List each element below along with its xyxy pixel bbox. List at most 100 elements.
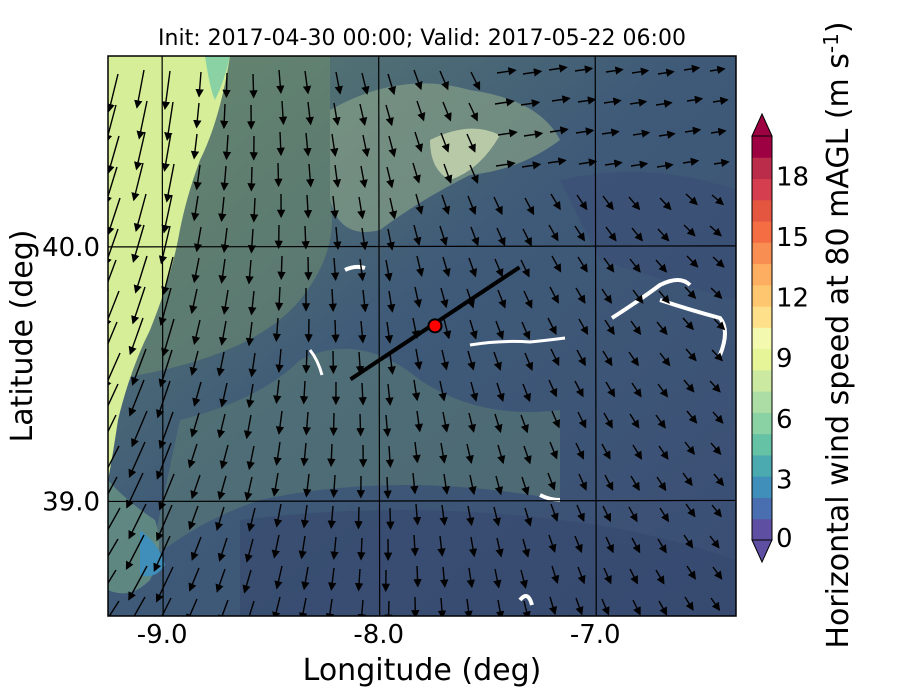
wind-vector bbox=[575, 442, 585, 460]
reservoir-west bbox=[308, 349, 324, 376]
lon-gridline bbox=[161, 56, 164, 616]
wind-vector bbox=[657, 383, 669, 398]
lat-lon-grid bbox=[108, 56, 736, 616]
reservoir-north bbox=[344, 264, 366, 272]
x-tick-label: -7.0 bbox=[570, 620, 621, 650]
wind-vector bbox=[247, 166, 256, 192]
colorbar-bin bbox=[752, 454, 772, 477]
wind-vector bbox=[578, 158, 598, 167]
wind-vector bbox=[303, 132, 312, 157]
wind-vector bbox=[108, 290, 120, 328]
wind-vector bbox=[656, 476, 667, 492]
wind-vector bbox=[521, 161, 542, 170]
wind-vector bbox=[602, 350, 613, 367]
wind-vector bbox=[222, 134, 232, 161]
wind-vector bbox=[411, 379, 421, 402]
colorbar-ticks: 0 3 6 9 12 15 18 bbox=[776, 162, 809, 554]
wind-vector bbox=[218, 258, 227, 284]
wind-vector bbox=[551, 410, 561, 429]
wind-vector bbox=[468, 102, 478, 122]
mountain-peak bbox=[430, 128, 500, 180]
wind-vector bbox=[330, 195, 339, 219]
wind-vector bbox=[384, 259, 393, 282]
wind-vector bbox=[686, 95, 704, 104]
wind-vector bbox=[629, 568, 638, 585]
colorbar-tick-label: 18 bbox=[776, 162, 809, 192]
wind-vector bbox=[161, 318, 175, 357]
wind-vector bbox=[549, 126, 569, 135]
colorbar-label-main: Horizontal wind speed at 80 mAGL (m s bbox=[821, 53, 856, 649]
wind-vector bbox=[658, 445, 669, 460]
wind-vector bbox=[246, 445, 255, 471]
wind-vector bbox=[548, 379, 558, 398]
wind-vector bbox=[385, 104, 394, 127]
wind-vector bbox=[602, 195, 614, 211]
wind-vector bbox=[278, 100, 288, 126]
wind-vector bbox=[521, 476, 530, 496]
southern-plain bbox=[240, 510, 736, 616]
wind-vector bbox=[128, 379, 145, 417]
wind-vector bbox=[682, 317, 694, 331]
y-axis-label: Latitude (deg) bbox=[5, 230, 40, 443]
wind-vector bbox=[246, 383, 255, 409]
colorbar-bin bbox=[752, 221, 772, 243]
wind-vector bbox=[631, 227, 644, 242]
colorbar-tick-label: 15 bbox=[776, 223, 809, 253]
wind-vector bbox=[133, 193, 147, 233]
wind-vector bbox=[361, 72, 370, 95]
wind-vector bbox=[385, 383, 394, 406]
wind-vector bbox=[656, 321, 668, 336]
wind-vector bbox=[686, 410, 698, 424]
wind-vector bbox=[466, 133, 476, 153]
wind-vector bbox=[357, 258, 366, 282]
wind-vector bbox=[128, 317, 144, 356]
wind-vector bbox=[387, 290, 396, 313]
wind-vector bbox=[164, 101, 174, 141]
wind-vector bbox=[601, 288, 612, 304]
wind-vector bbox=[195, 71, 204, 98]
wind-vector bbox=[136, 100, 148, 140]
wind-vector bbox=[631, 537, 641, 554]
wind-vector bbox=[631, 382, 642, 398]
wind-vector bbox=[125, 534, 145, 571]
colorbar-tick-label: 12 bbox=[776, 284, 809, 314]
wind-vector bbox=[521, 321, 531, 340]
wind-vector bbox=[523, 130, 544, 139]
wind-vector bbox=[328, 288, 337, 313]
wind-vector bbox=[218, 599, 229, 616]
wind-vector bbox=[219, 444, 229, 470]
wind-vector bbox=[658, 600, 668, 616]
wind-vector bbox=[359, 227, 369, 251]
wind-vector bbox=[682, 157, 700, 166]
wind-vector bbox=[713, 318, 726, 331]
wind-vector bbox=[495, 160, 516, 169]
colorbar-bin bbox=[752, 476, 772, 498]
wind-vector bbox=[576, 504, 585, 522]
colorbar-tick-label: 6 bbox=[776, 405, 793, 435]
wind-vector bbox=[193, 102, 202, 129]
wind-vector bbox=[412, 162, 421, 184]
wind-vector bbox=[632, 444, 643, 460]
wind-vector bbox=[131, 410, 148, 448]
wind-vector bbox=[601, 443, 611, 460]
wind-vector bbox=[712, 96, 729, 106]
wind-vector bbox=[327, 443, 336, 468]
wind-vector bbox=[155, 504, 173, 542]
wind-vector bbox=[248, 290, 257, 316]
wind-vector bbox=[684, 286, 697, 299]
wind-vector bbox=[108, 383, 119, 420]
lat-gridline bbox=[108, 245, 736, 248]
wind-vector bbox=[133, 131, 146, 171]
wind-vector bbox=[440, 349, 449, 371]
wind-vector bbox=[684, 126, 702, 135]
wind-vector bbox=[686, 255, 699, 268]
wind-vector bbox=[466, 567, 475, 589]
wind-vector bbox=[108, 73, 119, 113]
colorbar-bin bbox=[752, 327, 772, 350]
wind-vector bbox=[273, 503, 283, 528]
wind-vector bbox=[302, 411, 312, 436]
wind-vector bbox=[410, 534, 419, 557]
wind-vector bbox=[578, 318, 589, 336]
wind-vector bbox=[520, 259, 530, 278]
